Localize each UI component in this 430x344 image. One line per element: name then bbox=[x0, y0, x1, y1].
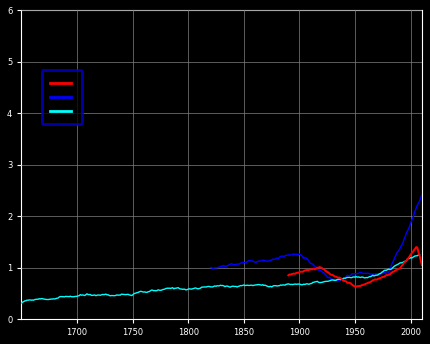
Legend: , , : , , bbox=[42, 70, 82, 124]
